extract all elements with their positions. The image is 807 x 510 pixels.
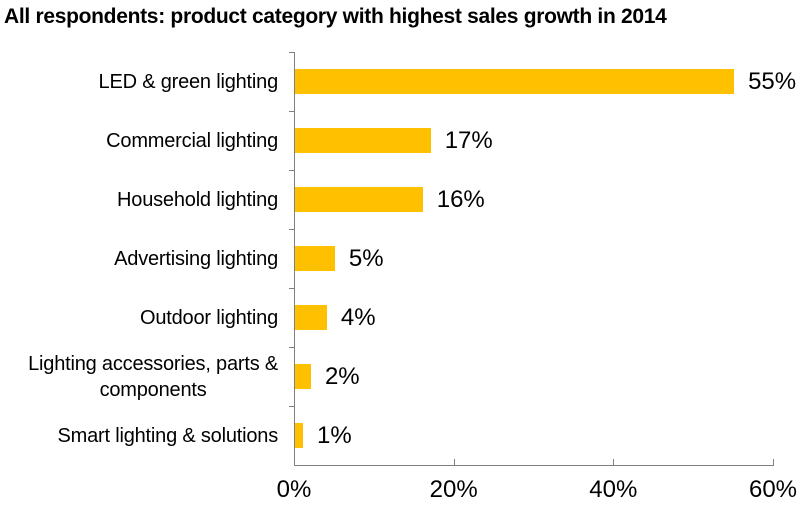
bar	[295, 246, 335, 271]
bar-row: 17%	[295, 111, 774, 170]
bar	[295, 128, 431, 153]
value-label: 5%	[348, 244, 384, 272]
value-label: 17%	[444, 126, 493, 154]
category-label-row: LED & green lighting	[0, 52, 279, 111]
bar-row: 2%	[295, 347, 774, 406]
category-label: Smart lighting & solutions	[57, 424, 279, 447]
bar	[295, 305, 327, 330]
x-axis-tick	[773, 459, 774, 465]
y-axis-tick	[289, 170, 295, 171]
bar-row: 5%	[295, 229, 774, 288]
category-label-row: Smart lighting & solutions	[0, 406, 279, 465]
category-label-row: Lighting accessories, parts & components	[0, 347, 278, 406]
x-tick-label: 60%	[748, 476, 798, 503]
bar	[295, 69, 735, 94]
bar	[295, 187, 423, 212]
category-label-row: Advertising lighting	[0, 229, 278, 288]
y-axis-tick	[289, 406, 295, 407]
x-axis-tick	[613, 459, 615, 465]
x-axis-labels: 0% 20% 40% 60%	[277, 476, 797, 506]
x-tick-label: 20%	[429, 476, 478, 503]
bar-row: 1%	[295, 406, 774, 465]
y-axis-tick	[289, 111, 295, 112]
category-label: Commercial lighting	[106, 129, 278, 152]
category-label: Advertising lighting	[114, 247, 278, 270]
bar-row: 55%	[295, 52, 796, 111]
value-label: 55%	[748, 67, 797, 95]
y-axis-tick	[289, 347, 295, 348]
category-label-row: Outdoor lighting	[0, 288, 278, 347]
value-label: 1%	[316, 421, 352, 449]
value-label: 2%	[324, 362, 360, 390]
category-label: Lighting accessories, parts & components	[28, 352, 278, 401]
x-axis-tick	[453, 459, 455, 465]
bar-row: 16%	[295, 170, 774, 229]
category-label: Household lighting	[117, 188, 278, 211]
plot-area: 55% 17% 16% 5% 4% 2% 1%	[289, 52, 796, 466]
y-axis-tick	[289, 288, 295, 289]
value-label: 16%	[436, 185, 485, 213]
y-axis-tick	[289, 229, 295, 230]
value-label: 4%	[340, 303, 376, 331]
category-label: Outdoor lighting	[139, 306, 278, 329]
category-label: LED & green lighting	[98, 70, 279, 93]
bar	[295, 423, 303, 448]
chart-title: All respondents: product category with h…	[4, 5, 667, 28]
x-tick-label: 40%	[589, 476, 638, 503]
bar-row: 4%	[295, 288, 774, 347]
category-label-row: Household lighting	[0, 170, 278, 229]
bar	[295, 364, 311, 389]
category-label-row: Commercial lighting	[0, 111, 278, 170]
y-axis-tick	[289, 52, 295, 53]
x-tick-label: 0%	[276, 476, 312, 503]
category-axis: LED & green lighting Commercial lighting H…	[0, 52, 278, 465]
